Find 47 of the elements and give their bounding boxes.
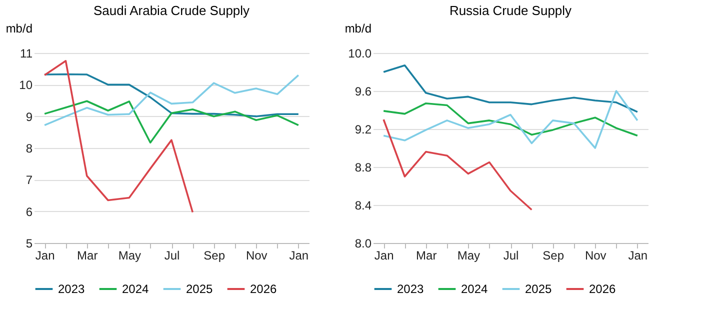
line-series bbox=[44, 60, 194, 214]
x-tick-label: Mar bbox=[416, 248, 437, 262]
y-axis-title: mb/d bbox=[344, 22, 372, 36]
chart-title: Saudi Arabia Crude Supply bbox=[93, 3, 250, 18]
y-tick-label: 7 bbox=[26, 173, 33, 188]
y-tick-label: 10.0 bbox=[348, 46, 372, 60]
x-tick-label: Jan bbox=[628, 248, 648, 262]
legend-label: 2025 bbox=[525, 282, 552, 296]
legend-label: 2026 bbox=[250, 282, 278, 296]
x-tick-label: Nov bbox=[584, 248, 606, 262]
legend-label: 2023 bbox=[58, 282, 86, 296]
line-series bbox=[44, 74, 300, 126]
y-tick-label: 8.4 bbox=[354, 198, 372, 212]
y-tick-label: 9 bbox=[26, 110, 33, 124]
line-series bbox=[44, 100, 300, 144]
y-tick-label: 8.0 bbox=[354, 236, 372, 250]
x-tick-label: May bbox=[457, 248, 480, 262]
line-series bbox=[382, 64, 638, 113]
x-tick-label: Sep bbox=[542, 248, 564, 262]
legend-label: 2024 bbox=[122, 282, 150, 296]
legend-label: 2024 bbox=[461, 282, 488, 296]
x-tick-label: Sep bbox=[204, 248, 226, 262]
y-tick-label: 8.8 bbox=[354, 160, 372, 174]
legend-label: 2023 bbox=[397, 282, 424, 296]
chart-title: Russia Crude Supply bbox=[449, 3, 572, 18]
x-tick-label: Jan bbox=[35, 248, 55, 262]
x-tick-label: Nov bbox=[246, 248, 268, 262]
legend-label: 2026 bbox=[589, 282, 616, 296]
y-tick-label: 5 bbox=[26, 236, 33, 250]
x-tick-label: May bbox=[118, 248, 142, 262]
x-tick-label: Jan bbox=[374, 248, 394, 262]
y-tick-label: 6 bbox=[26, 204, 33, 219]
y-tick-label: 9.2 bbox=[354, 122, 372, 136]
line-series bbox=[382, 102, 638, 137]
line-series bbox=[44, 73, 300, 118]
y-tick-label: 11 bbox=[20, 46, 33, 60]
y-axis-title: mb/d bbox=[6, 22, 32, 36]
y-tick-label: 10 bbox=[19, 78, 33, 92]
legend-label: 2025 bbox=[186, 282, 214, 296]
x-tick-label: Mar bbox=[77, 248, 98, 262]
x-tick-label: Jul bbox=[164, 248, 180, 262]
y-tick-label: 9.6 bbox=[354, 84, 372, 98]
y-tick-label: 8 bbox=[26, 142, 33, 156]
line-series bbox=[382, 90, 638, 149]
x-tick-label: Jan bbox=[289, 248, 309, 262]
line-series bbox=[382, 118, 533, 211]
x-tick-label: Jul bbox=[503, 248, 519, 262]
